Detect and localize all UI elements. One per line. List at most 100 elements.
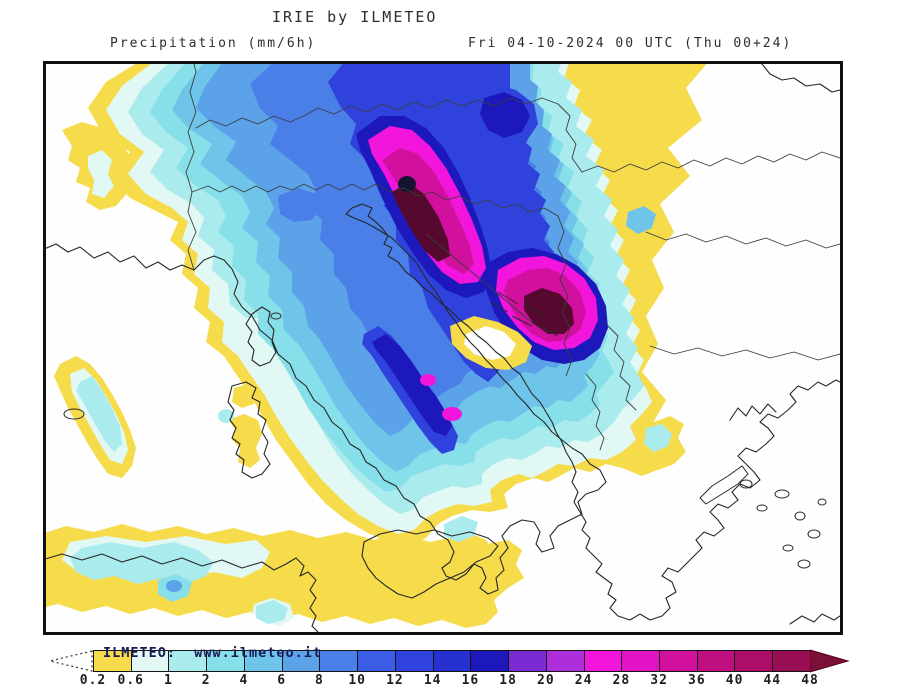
colorbar-box: [207, 650, 245, 672]
colorbar-box: [697, 650, 736, 672]
national-borders: [185, 64, 840, 451]
colorbar-box: [94, 650, 132, 672]
island-elba: [270, 312, 282, 320]
colorbar-boxes: [93, 650, 811, 672]
coastline-black-sea: [761, 64, 840, 93]
colorbar-tick: 8: [315, 673, 324, 688]
valid-time-label: Fri 04-10-2024 00 UTC (Thu 00+24): [468, 36, 793, 51]
coastlines-shape: [782, 544, 794, 552]
precipitation-map: [43, 61, 843, 635]
colorbar-box: [509, 650, 547, 672]
precip-level-0p2mm-shape: [232, 384, 258, 408]
precip-level-0p2mm-shape: [366, 536, 400, 564]
colorbar-box: [584, 650, 623, 672]
precip-level-0p2mm-shape: [228, 414, 262, 468]
coastline-greece: [581, 379, 840, 621]
colorbar-tick: 40: [725, 673, 744, 688]
colorbar-overflow-arrow: [810, 649, 850, 673]
colorbar-tick: 28: [612, 673, 631, 688]
colorbar-tick: 32: [650, 673, 668, 688]
colorbar-underflow-arrow: [49, 650, 93, 672]
precip-level-6mm-shape: [166, 580, 182, 592]
precip-level-24mm-shape: [442, 407, 462, 421]
national-borders-shape: [581, 151, 840, 173]
dalmatian-islands-shape: [511, 315, 533, 327]
watermark: ILMETEO: www.ilmeteo.it: [103, 645, 323, 661]
coastline-mainland: [46, 203, 607, 595]
coastline-north-africa: [46, 553, 319, 632]
precip-level-48mm-shape: [524, 288, 574, 334]
colorbar-box: [773, 650, 811, 672]
variable-label: Precipitation (mm/6h): [110, 36, 317, 51]
national-borders-shape: [195, 97, 559, 129]
national-borders-shape: [425, 233, 535, 325]
national-borders-shape: [645, 231, 840, 249]
colorbar-tick: 6: [277, 673, 287, 688]
precip-level-4mm-shape: [626, 206, 656, 234]
colorbar-tick: 0.6: [117, 673, 144, 688]
precip-level-1mm-shape: [644, 424, 672, 452]
national-borders-shape: [585, 373, 605, 451]
coastline-libya: [789, 613, 840, 625]
precip-level-1mm-shape: [256, 600, 288, 624]
colorbar-tick: 18: [499, 673, 517, 688]
colorbar-box: [282, 650, 321, 672]
colorbar-tick: 14: [423, 673, 442, 688]
colorbar-tick: 2: [201, 673, 211, 688]
colorbar-box: [244, 650, 283, 672]
coastlines-shape: [739, 479, 753, 489]
colorbar-tick: 48: [801, 673, 819, 688]
coastline-corsica: [245, 306, 277, 367]
colorbar-tick: 1: [164, 673, 173, 688]
coastlines-shape: [807, 529, 821, 539]
colorbar-box: [433, 650, 472, 672]
dalmatian-islands: [489, 291, 559, 337]
colorbar-tick: 20: [537, 673, 555, 688]
precip-level-16mm-shape: [480, 92, 530, 138]
colorbar-tick: 24: [574, 673, 593, 688]
precip-level-1mm-shape: [70, 542, 214, 584]
national-borders-shape: [605, 323, 637, 411]
precip-level-0p6mm-shape: [88, 150, 114, 198]
national-borders-shape: [191, 183, 377, 193]
dalmatian-islands-shape: [523, 303, 545, 317]
page-title: IRIE by ILMETEO: [272, 8, 438, 26]
precip-level-8mm-shape: [278, 188, 322, 222]
national-borders-shape: [649, 345, 840, 361]
precip-level-24mm-shape: [420, 374, 436, 386]
national-borders-shape: [185, 64, 197, 271]
colorbar-tick: 12: [386, 673, 404, 688]
precip-level-1mm-shape: [76, 376, 122, 452]
coastlines-shape: [817, 498, 827, 506]
national-borders-shape: [557, 215, 573, 377]
national-borders-shape: [557, 103, 583, 173]
coastlines: [46, 64, 840, 632]
coastlines-shape: [794, 511, 806, 521]
coastline-sardinia: [227, 381, 271, 479]
colorbar-box: [735, 650, 774, 672]
colorbar-tick: 44: [763, 673, 782, 688]
colorbar-box: [395, 650, 434, 672]
precip-level-16mm-shape: [372, 334, 452, 436]
colorbar-tick: 36: [688, 673, 706, 688]
colorbar-tick: 0.2: [79, 673, 107, 688]
dalmatian-islands-shape: [489, 301, 509, 313]
national-borders-shape: [375, 183, 559, 217]
colorbar-box: [169, 650, 208, 672]
colorbar-box: [131, 650, 170, 672]
coastlines-shape: [774, 489, 790, 499]
coastlines-shape: [756, 504, 768, 512]
colorbar-box: [660, 650, 698, 672]
colorbar-box: [320, 650, 359, 672]
coastline-sicily: [361, 529, 499, 599]
coastline-chalkidiki: [729, 403, 777, 421]
colorbar-box: [546, 650, 585, 672]
colorbar-tick: 16: [461, 673, 480, 688]
coastlines-shape: [797, 559, 811, 569]
island-menorca: [63, 408, 85, 420]
colorbar-tick: 10: [348, 673, 366, 688]
colorbar-box: [622, 650, 661, 672]
dalmatian-islands-shape: [497, 291, 519, 305]
dalmatian-islands-shape: [537, 325, 559, 337]
colorbar-box: [471, 650, 510, 672]
